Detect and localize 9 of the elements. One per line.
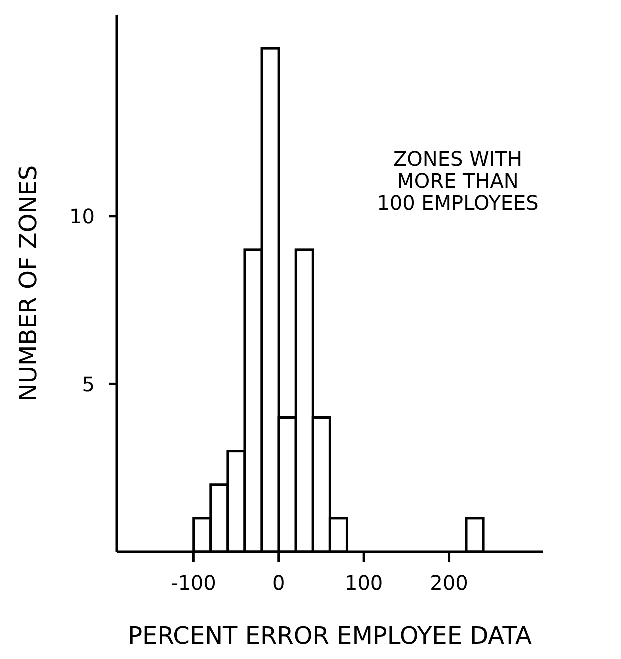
x-tick-label: 0 [272,571,286,596]
y-tick-label: 10 [70,204,95,228]
y-tick-label: 5 [82,372,95,396]
annotation: ZONES WITH MORE THAN 100 EMPLOYEES [376,147,540,215]
x-tick-label: 100 [344,571,384,596]
x-axis-title: PERCENT ERROR EMPLOYEE DATA [128,622,533,650]
x-tick-label: 200 [430,571,468,596]
y-axis-title: NUMBER OF ZONES [14,165,43,402]
x-tick-label: -100 [170,571,216,596]
